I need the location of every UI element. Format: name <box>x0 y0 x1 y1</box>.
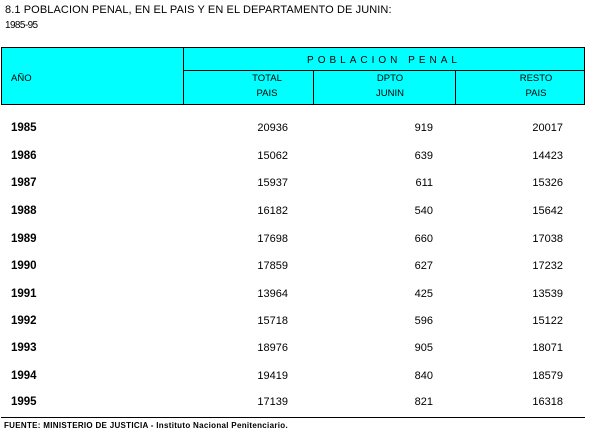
source-note: FUENTE: MINISTERIO DE JUSTICIA - Institu… <box>4 421 288 430</box>
row-dpto-junin: 425 <box>414 288 433 300</box>
header-right-border <box>584 47 585 105</box>
header-bottom-rule <box>1 104 585 105</box>
header-mid-rule <box>183 70 585 71</box>
header-junin-label: JUNIN <box>376 88 404 99</box>
table-row: 1990 17859 627 17232 <box>0 260 600 276</box>
row-dpto-junin: 821 <box>414 396 433 408</box>
table-row: 1991 13964 425 13539 <box>0 288 600 304</box>
row-total-pais: 19419 <box>257 370 288 382</box>
row-resto-pais: 20017 <box>532 122 563 134</box>
row-resto-pais: 17038 <box>532 233 563 245</box>
header-dpto-junin: DPTO JUNIN <box>355 71 425 101</box>
table-row: 1989 17698 660 17038 <box>0 233 600 249</box>
table-row: 1987 15937 611 15326 <box>0 177 600 193</box>
table-row: 1994 19419 840 18579 <box>0 370 600 386</box>
row-dpto-junin: 660 <box>414 233 433 245</box>
header-col1-divider <box>313 70 314 105</box>
row-year: 1991 <box>11 288 37 300</box>
row-total-pais: 15718 <box>257 315 288 327</box>
header-total-label: TOTAL <box>252 73 282 84</box>
row-total-pais: 13964 <box>257 288 288 300</box>
row-year: 1990 <box>11 260 37 272</box>
table-title: 8.1 POBLACION PENAL, EN EL PAIS Y EN EL … <box>5 4 392 16</box>
row-total-pais: 16182 <box>257 205 288 217</box>
row-total-pais: 17859 <box>257 260 288 272</box>
row-total-pais: 17698 <box>257 233 288 245</box>
row-dpto-junin: 905 <box>414 342 433 354</box>
row-total-pais: 18976 <box>257 342 288 354</box>
header-left-border <box>1 47 2 105</box>
header-resto-label: RESTO <box>519 73 553 84</box>
row-resto-pais: 16318 <box>532 396 563 408</box>
table-row: 1988 16182 540 15642 <box>0 205 600 221</box>
header-resto-pais-label: PAIS <box>525 88 547 99</box>
row-resto-pais: 18071 <box>532 342 563 354</box>
row-year: 1992 <box>11 315 37 327</box>
header-total-pais: TOTAL PAIS <box>232 71 302 101</box>
header-poblacion-penal: POBLACION PENAL <box>307 55 461 66</box>
row-year: 1987 <box>11 177 37 189</box>
table-row: 1985 20936 919 20017 <box>0 122 600 138</box>
row-year: 1986 <box>11 150 37 162</box>
row-year: 1985 <box>11 122 37 134</box>
row-resto-pais: 15326 <box>532 177 563 189</box>
header-ano: AÑO <box>11 73 32 84</box>
row-year: 1993 <box>11 342 37 354</box>
row-dpto-junin: 919 <box>414 122 433 134</box>
row-total-pais: 15937 <box>257 177 288 189</box>
row-year: 1988 <box>11 205 37 217</box>
table-row: 1992 15718 596 15122 <box>0 315 600 331</box>
table-row: 1993 18976 905 18071 <box>0 342 600 358</box>
row-dpto-junin: 540 <box>414 205 433 217</box>
row-resto-pais: 13539 <box>532 288 563 300</box>
row-year: 1995 <box>11 396 37 408</box>
header-pais-label: PAIS <box>256 88 278 99</box>
row-dpto-junin: 596 <box>414 315 433 327</box>
row-total-pais: 20936 <box>257 122 288 134</box>
row-resto-pais: 18579 <box>532 370 563 382</box>
row-resto-pais: 15642 <box>532 205 563 217</box>
row-year: 1994 <box>11 370 37 382</box>
table-row: 1986 15062 639 14423 <box>0 150 600 166</box>
table-bottom-rule <box>1 417 585 418</box>
row-resto-pais: 15122 <box>532 315 563 327</box>
header-col2-divider <box>455 70 456 105</box>
header-resto-pais: RESTO PAIS <box>501 71 571 101</box>
row-resto-pais: 17232 <box>532 260 563 272</box>
row-total-pais: 17139 <box>257 396 288 408</box>
row-resto-pais: 14423 <box>532 150 563 162</box>
table-header <box>1 48 585 105</box>
row-dpto-junin: 627 <box>414 260 433 272</box>
row-dpto-junin: 840 <box>414 370 433 382</box>
header-dpto-label: DPTO <box>376 73 404 84</box>
row-total-pais: 15062 <box>257 150 288 162</box>
row-dpto-junin: 611 <box>415 177 433 189</box>
table-period: 1985-95 <box>5 20 38 31</box>
row-dpto-junin: 639 <box>414 150 433 162</box>
header-ano-divider <box>183 47 184 105</box>
header-top-rule <box>1 47 585 48</box>
table-row: 1995 17139 821 16318 <box>0 396 600 412</box>
row-year: 1989 <box>11 233 37 245</box>
